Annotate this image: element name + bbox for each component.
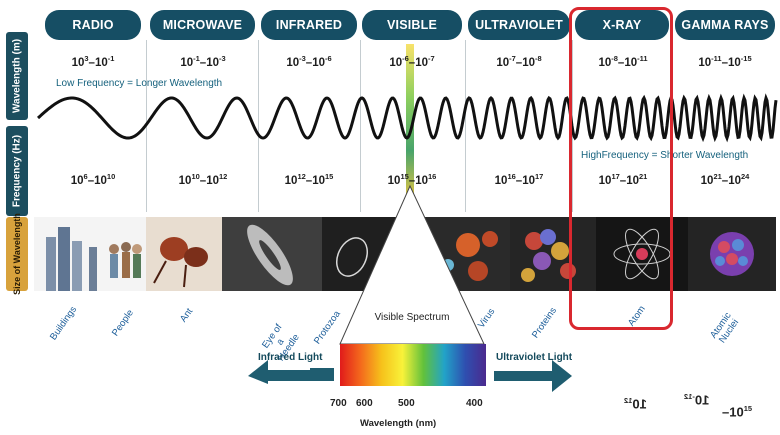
ultraviolet-light-label: Ultraviolet Light xyxy=(496,352,573,363)
wavelength-xray: 10-8–10-11 xyxy=(598,54,648,69)
band-header-gamma: GAMMA RAYS xyxy=(675,10,775,40)
wavelength-gamma: 10-11–10-15 xyxy=(698,54,752,69)
band-header-microwave: MICROWAVE xyxy=(150,10,255,40)
proteins-image xyxy=(510,217,596,291)
band-header-visible: VISIBLE xyxy=(362,10,462,40)
visible-color-bar xyxy=(406,44,414,204)
mirrored-text-b: 10-12 xyxy=(684,392,710,408)
frequency-gamma: 1021–1024 xyxy=(700,172,750,187)
tick-500: 500 xyxy=(398,398,415,409)
wavelength-microwave: 10-1–10-3 xyxy=(180,54,226,69)
ant-image xyxy=(146,217,222,291)
wavelength-infrared: 10-3–10-6 xyxy=(286,54,332,69)
frequency-visible: 1015–1016 xyxy=(387,172,437,187)
tick-400: 400 xyxy=(466,398,483,409)
tick-700: 700 xyxy=(330,398,347,409)
nuclei-image xyxy=(688,217,776,291)
band-header-radio: RADIO xyxy=(45,10,141,40)
visible-spectrum-bar xyxy=(340,344,486,386)
wavelength-visible: 10-6–10-7 xyxy=(389,54,435,69)
frequency-xray: 1017–1021 xyxy=(598,172,648,187)
frequency-microwave: 1010–1012 xyxy=(178,172,228,187)
frequency-ultraviolet: 1016–1017 xyxy=(494,172,544,187)
band-separator xyxy=(465,40,466,212)
spectrum-axis-label: Wavelength (nm) xyxy=(360,418,437,429)
wavelength-ultraviolet: 10-7–10-8 xyxy=(496,54,542,69)
tick-600: 600 xyxy=(356,398,373,409)
low-frequency-note: Low Frequency = Longer Wavelength xyxy=(56,78,223,89)
mirrored-text-a: 1012 xyxy=(624,396,647,412)
needle-image xyxy=(222,217,322,291)
frequency-radio: 106–1010 xyxy=(70,172,116,187)
visible-spectrum-title: Visible Spectrum xyxy=(374,312,450,323)
size-side-label: Size of Wavelength xyxy=(6,213,28,295)
size-comparison-strip xyxy=(34,217,776,291)
wavelength-radio: 103–10-1 xyxy=(71,54,115,69)
band-header-xray: X-RAY xyxy=(575,10,669,40)
band-separator xyxy=(258,40,259,212)
buildings-people-image xyxy=(34,217,146,291)
band-header-infrared: INFRARED xyxy=(261,10,357,40)
infrared-light-label: Infrared Light xyxy=(258,352,323,363)
mirrored-text-c: –1015 xyxy=(722,404,753,420)
band-header-ultraviolet: ULTRAVIOLET xyxy=(468,10,570,40)
frequency-side-label: Frequency (Hz) xyxy=(6,126,28,216)
high-frequency-note: HighFrequency = Shorter Wavelength xyxy=(581,150,749,161)
frequency-infrared: 1012–1015 xyxy=(284,172,334,187)
wavelength-side-label: Wavelength (m) xyxy=(6,32,28,120)
band-separator xyxy=(360,40,361,212)
xray-highlight-box xyxy=(569,7,673,330)
